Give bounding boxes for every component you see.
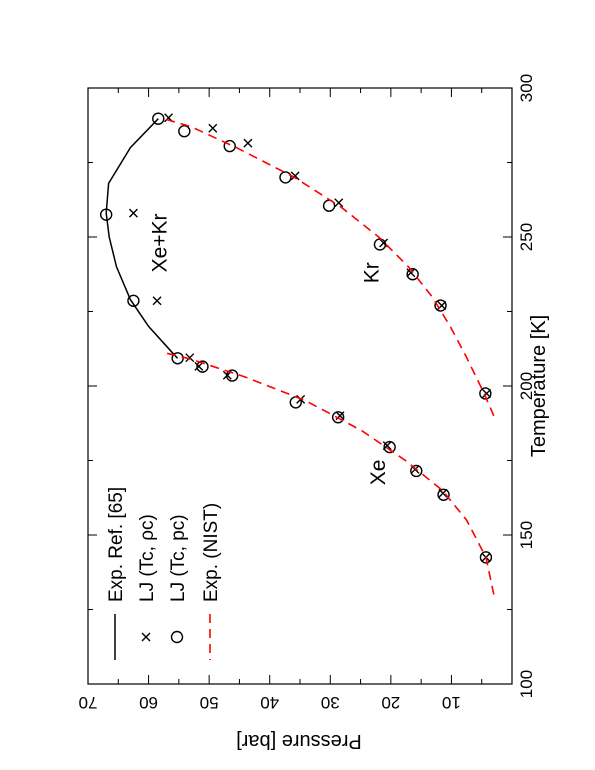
y-tick-label: 70 [79,693,98,712]
legend-label: Exp. (NIST) [201,503,222,602]
y-tick-label: 50 [200,693,219,712]
axis-ticks [87,87,513,685]
annotations: Xe Kr Xe+Kr [149,213,390,485]
annotation-label: Xe [367,460,390,486]
series-layer [99,112,495,595]
y-tick-label: 40 [260,693,279,712]
y-tick-label: 30 [321,693,340,712]
x-tick-label: 100 [517,670,536,698]
circle-point [223,139,236,153]
circle-point [171,352,184,365]
annotation-label: Kr [361,262,384,283]
cross-point [290,171,300,181]
circle-point [127,294,140,307]
legend: Exp. Ref. [65] LJ (Tc, ρc) LJ (Tc, pc) Exp.… [106,487,222,660]
circle-point [406,268,419,281]
cross-point [243,138,253,148]
legend-sample-cross [141,632,151,642]
cross-point [152,296,162,306]
x-tick-label: 300 [517,74,536,102]
circle-point [479,387,492,400]
cross-point [128,208,138,218]
cross-point [185,353,195,363]
circle-point [99,208,113,221]
circle-point [225,369,239,382]
circle-point [437,488,450,501]
circle-point [479,551,493,564]
x-tick-label: 200 [517,372,536,400]
x-tick-label: 150 [517,521,536,549]
y-axis-label: Pressure [bar] [236,730,362,752]
legend-label: LJ (Tc, ρc) [137,514,158,602]
circle-point [410,464,423,478]
legend-label: LJ (Tc, pc) [168,514,189,602]
cross-point [482,388,492,398]
circle-point [383,440,396,454]
cross-point [334,198,344,208]
circle-point [152,112,165,125]
series-exp-ref-line [105,118,179,359]
legend-sample-circle [170,630,184,644]
circle-point [434,299,447,312]
y-tick-label: 20 [381,693,400,712]
x-axis-label: Temperature [K] [528,315,550,457]
cross-point [208,123,218,133]
series-exp-nist-line [166,352,495,595]
cross-point [194,361,204,371]
annotation-label: Xe+Kr [149,213,172,272]
series-exp-nist-line [160,117,495,417]
circle-point [196,360,209,373]
legend-label: Exp. Ref. [65] [106,487,127,602]
y-tick-label: 10 [442,693,461,712]
circle-point [373,238,387,251]
circle-point [331,411,345,424]
tick-labels: 100 150 200 250 300 10 20 30 40 50 60 70 [79,74,536,712]
circle-point [178,125,191,138]
circle-point [279,171,292,184]
y-tick-label: 60 [139,693,158,712]
x-tick-label: 250 [517,223,536,251]
